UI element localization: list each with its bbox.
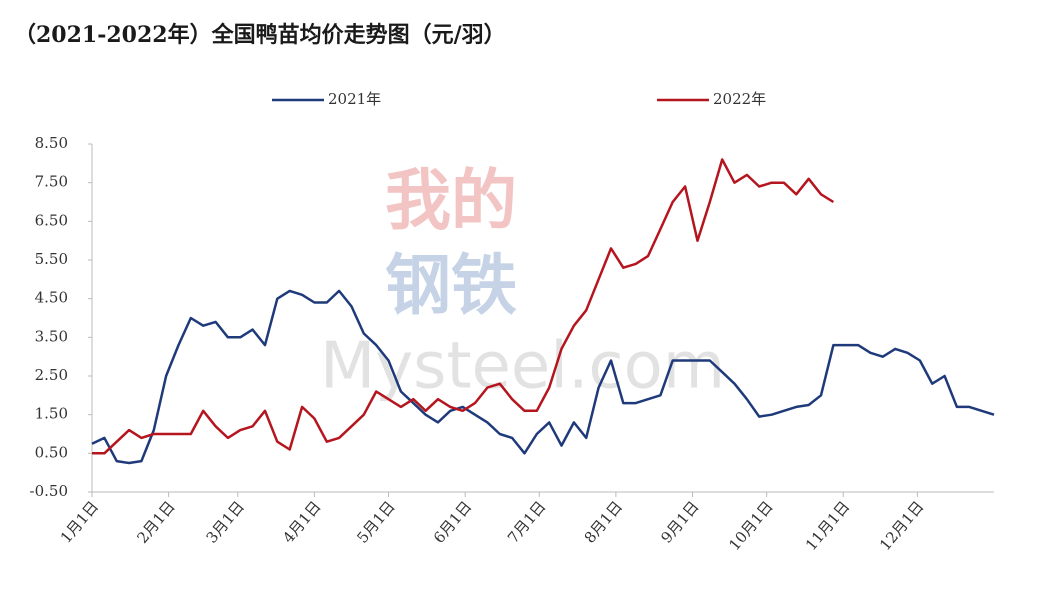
chart-title: （2021-2022年）全国鸭苗均价走势图（元/羽） [14, 22, 506, 48]
series-line [91, 289, 995, 465]
x-tick-label: 12月1日 [876, 498, 927, 554]
y-tick-label: 2.50 [35, 366, 68, 384]
x-tick-label: 4月1日 [279, 498, 324, 547]
x-tick-label: 1月1日 [57, 498, 102, 547]
series-line [92, 158, 835, 455]
x-tick-label: 3月1日 [203, 498, 248, 547]
x-tick-label: 9月1日 [657, 498, 702, 547]
y-tick-label: 5.50 [35, 250, 68, 268]
y-tick-label: 7.50 [35, 173, 68, 191]
legend-label: 2021年 [328, 90, 381, 108]
x-tick-label: 11月1日 [802, 498, 853, 554]
y-tick-label: 4.50 [35, 289, 68, 307]
x-tick-label: 7月1日 [504, 498, 549, 547]
watermark: Mysteel.com [320, 330, 725, 404]
x-tick-label: 6月1日 [430, 498, 475, 547]
legend-label: 2022年 [713, 90, 766, 108]
watermark: 钢铁 [385, 247, 517, 324]
watermark: 我的 [385, 162, 517, 239]
y-tick-label: 3.50 [35, 327, 68, 345]
x-tick-label: 2月1日 [133, 498, 178, 547]
y-tick-label: 0.50 [35, 443, 68, 461]
x-tick-label: 10月1日 [725, 498, 776, 554]
y-tick-label: 8.50 [35, 134, 68, 152]
y-tick-label: 1.50 [35, 405, 68, 423]
y-tick-label: -0.50 [30, 482, 68, 500]
x-tick-label: 8月1日 [581, 498, 626, 547]
y-tick-label: 6.50 [35, 211, 68, 229]
x-tick-label: 5月1日 [353, 498, 398, 547]
